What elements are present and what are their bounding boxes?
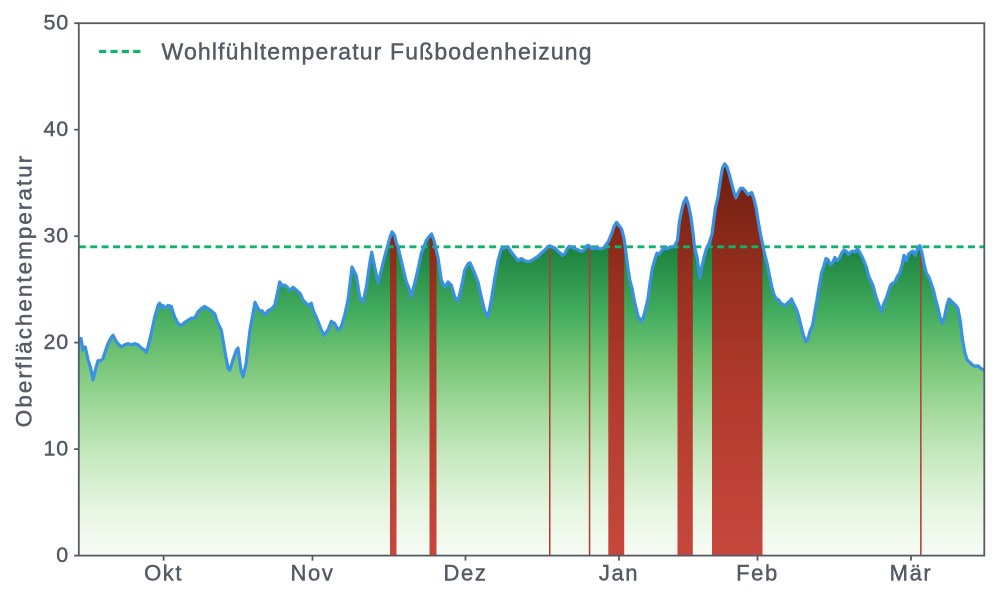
svg-text:0: 0: [56, 543, 69, 567]
svg-text:30: 30: [43, 224, 69, 248]
svg-text:Mär: Mär: [890, 561, 933, 586]
svg-text:10: 10: [43, 436, 69, 460]
svg-text:40: 40: [43, 117, 69, 141]
svg-text:20: 20: [43, 330, 69, 354]
svg-text:Wohlfühltemperatur Fußbodenhei: Wohlfühltemperatur Fußbodenheizung: [162, 38, 593, 64]
svg-text:Oberflächentemperatur: Oberflächentemperatur: [11, 154, 36, 427]
svg-text:Okt: Okt: [144, 561, 183, 586]
svg-text:Dez: Dez: [444, 561, 488, 586]
svg-text:Feb: Feb: [736, 561, 779, 586]
svg-text:Jan: Jan: [599, 561, 639, 586]
svg-text:50: 50: [43, 11, 69, 35]
svg-text:Nov: Nov: [291, 561, 335, 586]
